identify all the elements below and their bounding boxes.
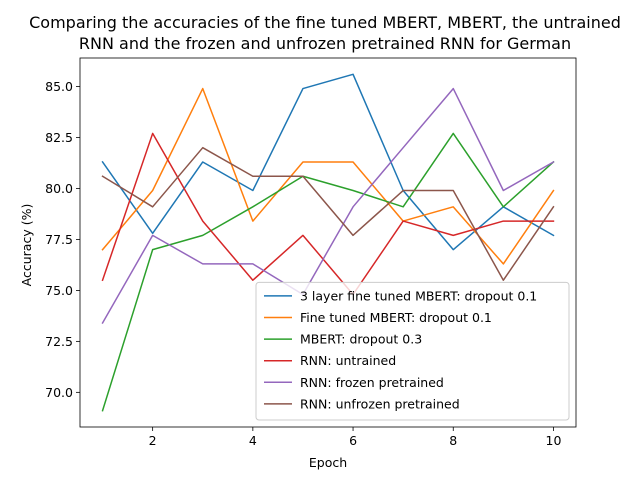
- legend-label: 3 layer fine tuned MBERT: dropout 0.1: [300, 288, 537, 303]
- y-axis-label: Accuracy (%): [19, 204, 34, 287]
- x-axis-label: Epoch: [309, 455, 347, 470]
- legend-label: RNN: untrained: [300, 353, 396, 368]
- x-axis-ticks: 2 4 6 8 10: [149, 427, 562, 448]
- legend: 3 layer fine tuned MBERT: dropout 0.1 Fin…: [255, 281, 570, 421]
- legend-label: MBERT: dropout 0.3: [300, 332, 422, 347]
- x-tick-label: 2: [149, 433, 157, 448]
- y-tick-label: 72.5: [45, 334, 73, 349]
- legend-label: RNN: unfrozen pretrained: [300, 396, 460, 411]
- chart-title-line-1: Comparing the accuracies of the fine tun…: [29, 13, 621, 32]
- legend-box: [255, 281, 570, 421]
- series-layer: [101, 73, 555, 412]
- chart-title-line-2: RNN and the frozen and unfrozen pretrain…: [79, 34, 571, 53]
- plot-frame: [79, 57, 577, 428]
- y-tick-label: 77.5: [45, 232, 73, 247]
- x-tick-label: 8: [449, 433, 457, 448]
- series-line-6: [101, 146, 555, 281]
- y-axis-ticks: 70.0 72.5 75.0 77.5 80.0 82.5 85.0: [45, 79, 80, 400]
- series-line-5: [101, 87, 555, 325]
- legend-label: RNN: frozen pretrained: [300, 375, 444, 390]
- y-tick-label: 80.0: [45, 181, 73, 196]
- y-tick-label: 82.5: [45, 130, 73, 145]
- series-line-3: [101, 132, 555, 412]
- x-tick-label: 4: [249, 433, 257, 448]
- x-tick-label: 6: [349, 433, 357, 448]
- legend-label: Fine tuned MBERT: dropout 0.1: [300, 310, 492, 325]
- y-tick-label: 70.0: [45, 385, 73, 400]
- y-tick-label: 75.0: [45, 283, 73, 298]
- y-tick-label: 85.0: [45, 79, 73, 94]
- x-tick-label: 10: [546, 433, 562, 448]
